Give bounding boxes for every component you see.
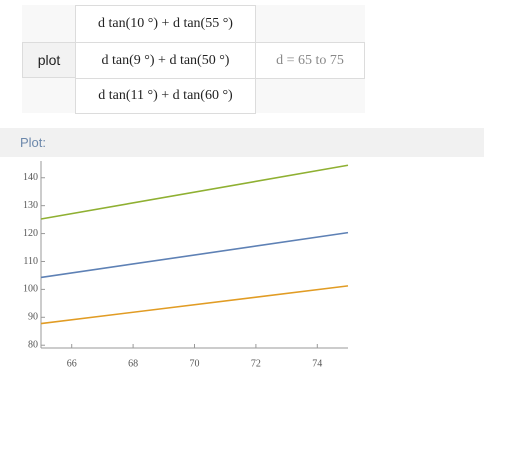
y-tick-label: 120 — [23, 228, 38, 239]
range: d = 65 to 75 — [255, 42, 365, 79]
expression: d tan(9 °) + d tan(50 °) — [75, 42, 256, 79]
x-tick-label: 72 — [251, 358, 261, 369]
y-tick-label: 80 — [28, 340, 38, 351]
x-tick-label: 68 — [128, 358, 138, 369]
y-tick-label: 100 — [23, 284, 38, 295]
x-tick-label: 74 — [312, 358, 322, 369]
expression: d tan(10 °) + d tan(55 °) — [75, 5, 256, 43]
expression: d tan(11 °) + d tan(60 °) — [75, 78, 256, 114]
y-tick-label: 90 — [28, 312, 38, 323]
series-line — [40, 285, 349, 325]
x-tick-label: 70 — [190, 358, 200, 369]
x-tick-label: 66 — [67, 358, 77, 369]
y-tick-label: 140 — [23, 172, 38, 183]
pod-title: Plot: — [0, 128, 484, 157]
series-line — [40, 231, 349, 279]
series-line — [40, 164, 349, 220]
chart: 80 90 100 110 120 130 140 66 68 70 72 74 — [23, 161, 349, 369]
y-tick-label: 130 — [23, 200, 38, 211]
y-tick-label: 110 — [23, 256, 38, 267]
function-label: plot — [22, 42, 76, 78]
